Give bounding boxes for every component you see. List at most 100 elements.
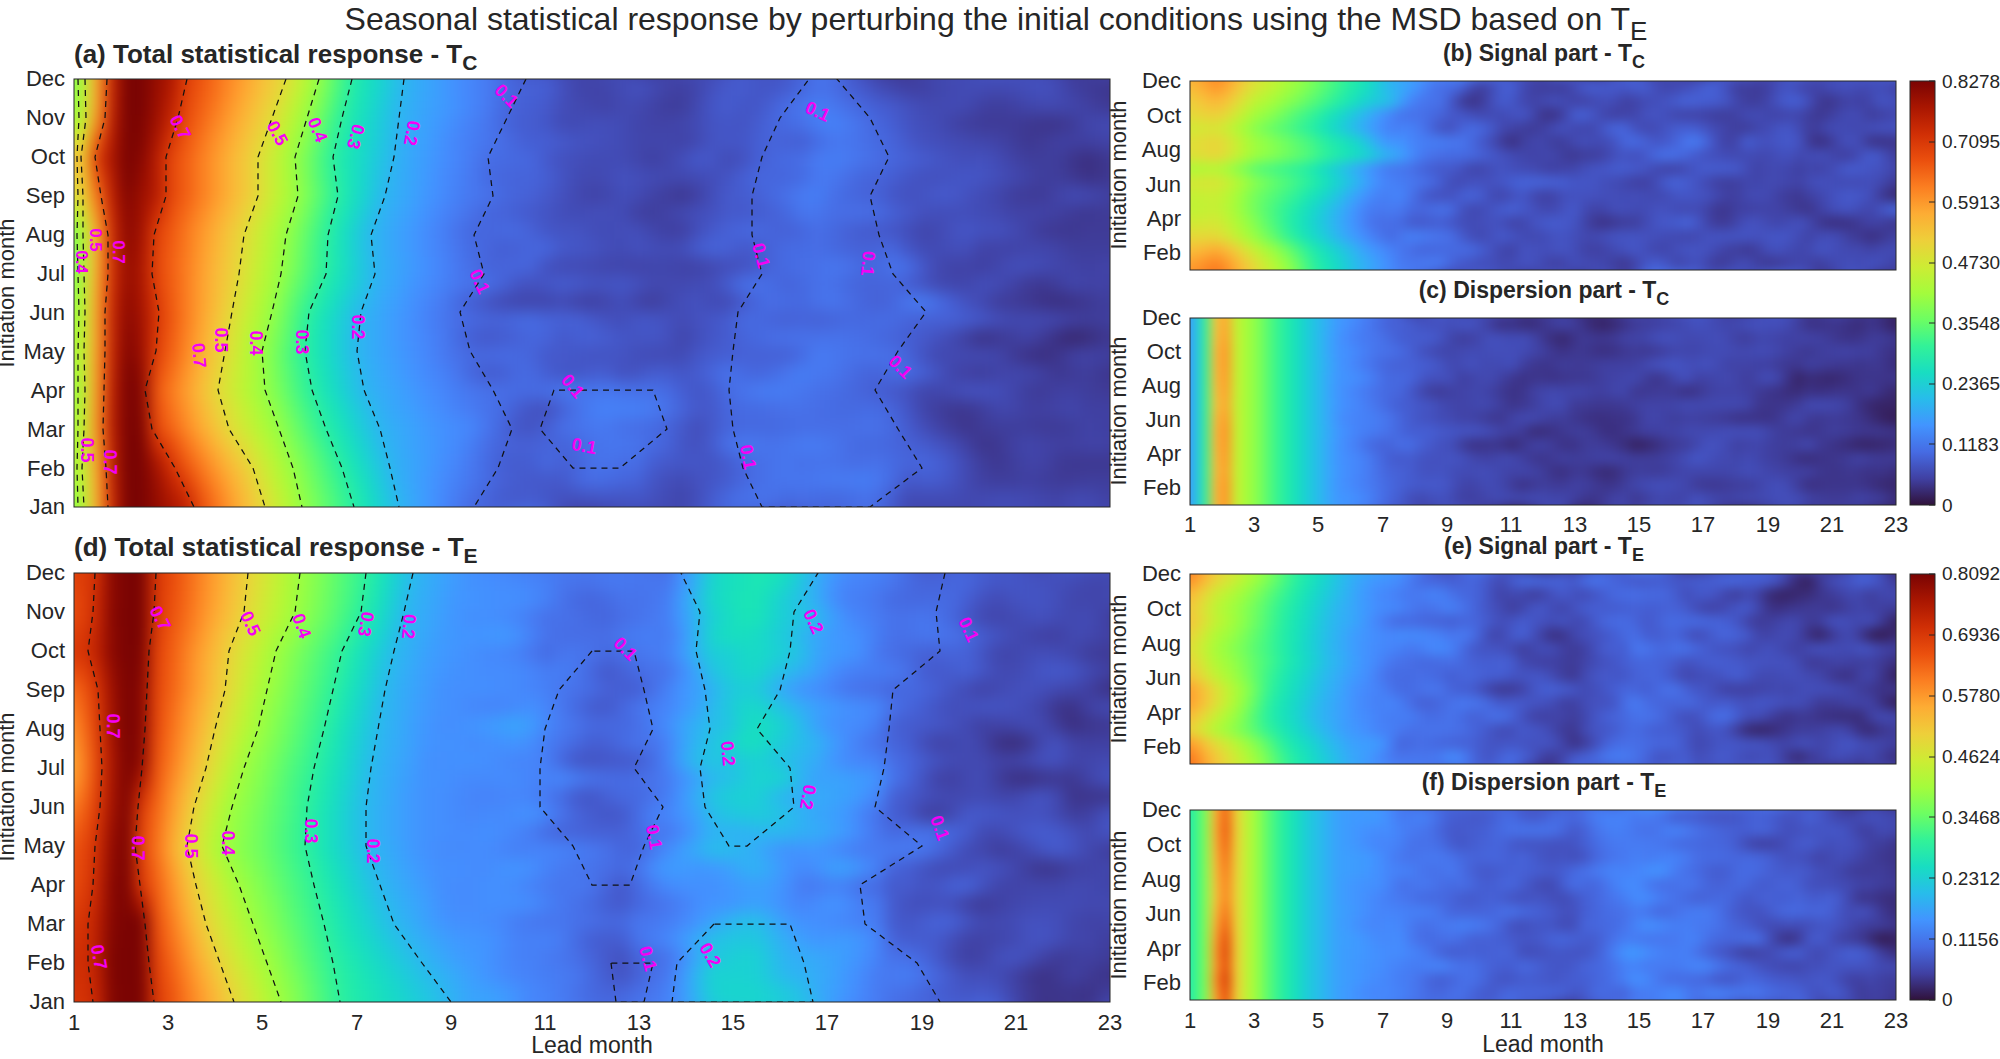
svg-text:0.5913: 0.5913 (1942, 192, 2000, 213)
svg-text:0.5: 0.5 (211, 327, 231, 352)
svg-text:Aug: Aug (1142, 137, 1181, 162)
svg-text:5: 5 (256, 1010, 268, 1035)
svg-text:Dec: Dec (1142, 561, 1181, 586)
svg-text:0.7: 0.7 (103, 713, 123, 738)
svg-text:1: 1 (68, 1010, 80, 1035)
svg-text:Apr: Apr (31, 872, 65, 897)
svg-text:0.3: 0.3 (354, 610, 378, 638)
svg-text:Apr: Apr (1147, 700, 1181, 725)
svg-text:Initiation month: Initiation month (0, 712, 19, 861)
svg-text:Jan: Jan (30, 989, 65, 1014)
svg-text:21: 21 (1820, 512, 1844, 537)
svg-text:Lead month: Lead month (1482, 1031, 1603, 1057)
svg-text:0.2: 0.2 (363, 838, 383, 863)
svg-text:0.4624: 0.4624 (1942, 746, 2000, 767)
svg-text:0.4: 0.4 (72, 250, 91, 274)
svg-text:3: 3 (162, 1010, 174, 1035)
svg-text:0.8092: 0.8092 (1942, 563, 2000, 584)
svg-text:13: 13 (1563, 1008, 1587, 1033)
svg-text:9: 9 (1441, 1008, 1453, 1033)
svg-text:Feb: Feb (27, 456, 65, 481)
svg-text:0.5: 0.5 (77, 437, 97, 462)
svg-text:1: 1 (1184, 1008, 1196, 1033)
svg-text:7: 7 (1377, 1008, 1389, 1033)
svg-text:Apr: Apr (1147, 936, 1181, 961)
svg-text:Aug: Aug (1142, 373, 1181, 398)
svg-text:Aug: Aug (1142, 631, 1181, 656)
svg-text:Oct: Oct (31, 144, 65, 169)
svg-text:Jun: Jun (1146, 901, 1181, 926)
svg-text:21: 21 (1820, 1008, 1844, 1033)
svg-text:Feb: Feb (1143, 734, 1181, 759)
svg-text:0.2365: 0.2365 (1942, 373, 2000, 394)
svg-text:Feb: Feb (1143, 970, 1181, 995)
svg-text:Jul: Jul (37, 755, 65, 780)
svg-text:Jan: Jan (30, 494, 65, 519)
svg-text:7: 7 (351, 1010, 363, 1035)
svg-text:0: 0 (1942, 989, 1953, 1010)
svg-text:23: 23 (1884, 1008, 1908, 1033)
svg-text:Sep: Sep (26, 677, 65, 702)
svg-text:23: 23 (1098, 1010, 1122, 1035)
svg-text:9: 9 (445, 1010, 457, 1035)
svg-text:0.2312: 0.2312 (1942, 868, 2000, 889)
svg-text:0.7: 0.7 (128, 835, 148, 860)
svg-text:5: 5 (1312, 1008, 1324, 1033)
svg-text:17: 17 (815, 1010, 839, 1035)
svg-text:Mar: Mar (27, 417, 65, 442)
svg-text:May: May (23, 339, 65, 364)
svg-text:0.7095: 0.7095 (1942, 131, 2000, 152)
svg-text:19: 19 (910, 1010, 934, 1035)
svg-text:17: 17 (1691, 512, 1715, 537)
svg-text:0.4: 0.4 (246, 330, 266, 355)
svg-text:Apr: Apr (31, 378, 65, 403)
svg-text:Apr: Apr (1147, 441, 1181, 466)
svg-text:0.1: 0.1 (736, 443, 760, 471)
svg-text:Jun: Jun (1146, 407, 1181, 432)
svg-text:0.5780: 0.5780 (1942, 685, 2000, 706)
svg-text:Oct: Oct (1147, 832, 1181, 857)
svg-text:17: 17 (1691, 1008, 1715, 1033)
svg-text:Feb: Feb (1143, 475, 1181, 500)
svg-text:15: 15 (721, 1010, 745, 1035)
svg-text:0.4730: 0.4730 (1942, 252, 2000, 273)
svg-text:May: May (23, 833, 65, 858)
svg-text:Jul: Jul (37, 261, 65, 286)
svg-text:0.3: 0.3 (301, 818, 321, 843)
svg-text:7: 7 (1377, 512, 1389, 537)
svg-text:Nov: Nov (26, 105, 65, 130)
svg-text:Aug: Aug (26, 222, 65, 247)
svg-text:Feb: Feb (27, 950, 65, 975)
svg-text:0.3468: 0.3468 (1942, 807, 2000, 828)
svg-text:Initiation month: Initiation month (0, 218, 19, 367)
svg-text:19: 19 (1756, 1008, 1780, 1033)
svg-text:0.2: 0.2 (348, 314, 368, 339)
svg-text:Dec: Dec (1142, 797, 1181, 822)
svg-text:15: 15 (1627, 1008, 1651, 1033)
svg-text:(d) Total statistical response: (d) Total statistical response - TE (74, 532, 478, 567)
svg-text:Dec: Dec (1142, 68, 1181, 93)
svg-text:0.2: 0.2 (398, 613, 420, 640)
svg-text:0.1: 0.1 (570, 434, 598, 458)
svg-text:0.8278: 0.8278 (1942, 71, 2000, 92)
svg-text:0.2: 0.2 (796, 783, 820, 811)
svg-text:Dec: Dec (1142, 305, 1181, 330)
svg-text:0.7: 0.7 (109, 240, 128, 264)
svg-text:Initiation month: Initiation month (1106, 830, 1131, 979)
svg-text:0.3548: 0.3548 (1942, 313, 2000, 334)
svg-text:21: 21 (1004, 1010, 1028, 1035)
svg-text:Initiation month: Initiation month (1106, 336, 1131, 485)
svg-text:Initiation month: Initiation month (1106, 100, 1131, 249)
svg-text:Oct: Oct (1147, 339, 1181, 364)
svg-text:11: 11 (1500, 1008, 1523, 1033)
svg-text:Sep: Sep (26, 183, 65, 208)
svg-text:Lead month: Lead month (531, 1032, 652, 1058)
svg-text:0.1156: 0.1156 (1942, 929, 1999, 950)
svg-text:(a) Total statistical response: (a) Total statistical response - TC (74, 39, 477, 74)
svg-text:Feb: Feb (1143, 240, 1181, 265)
svg-text:Dec: Dec (26, 66, 65, 91)
svg-text:0.1183: 0.1183 (1942, 434, 1999, 455)
svg-text:Aug: Aug (26, 716, 65, 741)
svg-text:0.2: 0.2 (400, 119, 424, 147)
svg-text:3: 3 (1248, 512, 1260, 537)
